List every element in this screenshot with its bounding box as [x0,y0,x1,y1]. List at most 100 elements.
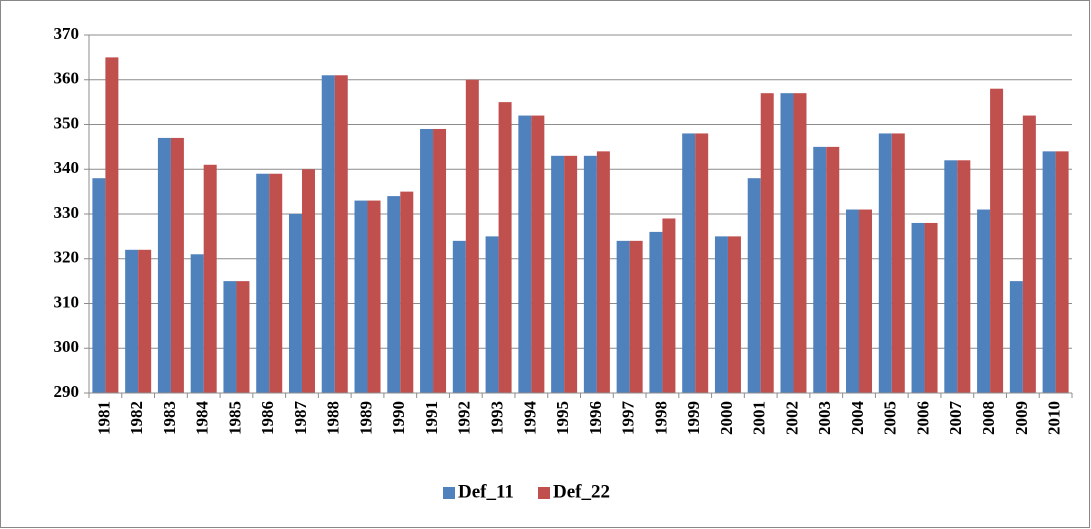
bar [433,128,447,393]
bar [367,200,381,393]
bar [583,155,597,393]
x-tick-label: 2009 [1012,401,1031,435]
y-tick-label: 320 [54,248,80,267]
bar [813,146,827,393]
y-tick-label: 360 [54,69,80,88]
x-tick-label: 2001 [750,401,769,435]
x-tick-label: 2007 [946,401,965,436]
x-tick-label: 2003 [815,401,834,435]
x-tick-label: 1990 [389,401,408,435]
x-tick-label: 2002 [782,401,801,435]
x-tick-label: 2008 [979,401,998,435]
bar [596,151,610,393]
legend-swatch [538,487,550,499]
x-tick-label: 1999 [684,401,703,435]
bar [990,88,1004,393]
bar [170,137,184,393]
x-tick-label: 1982 [127,401,146,435]
bar [518,115,532,394]
bar [236,281,250,393]
x-tick-label: 1988 [324,401,343,435]
bar [760,93,774,394]
x-tick-label: 1991 [422,401,441,435]
bar [616,240,630,393]
bar [465,79,479,393]
x-tick-label: 2010 [1045,401,1064,435]
bar [531,115,545,394]
x-tick-label: 2004 [848,401,867,436]
x-tick-label: 1997 [619,401,638,436]
bar [780,93,794,394]
bar [695,133,709,393]
bar [420,128,434,393]
bar [682,133,696,393]
bar [1055,151,1069,393]
y-tick-label: 340 [54,158,80,177]
bar [138,249,152,393]
y-tick-label: 370 [54,24,80,43]
legend-label: Def_11 [458,481,514,502]
bar [269,173,283,393]
x-tick-label: 1986 [258,401,277,435]
bar [223,281,237,393]
bar [551,155,565,393]
bar [1009,281,1023,393]
x-tick-label: 1985 [225,401,244,435]
x-tick-label: 1995 [553,401,572,435]
x-tick-label: 1983 [160,401,179,435]
legend-swatch [443,487,455,499]
bar [400,191,414,393]
bar [125,249,139,393]
x-tick-label: 1984 [193,401,212,436]
y-tick-label: 330 [54,203,80,222]
bar [714,236,728,393]
bar [891,133,905,393]
y-tick-label: 350 [54,113,80,132]
bar [334,75,348,394]
bar [793,93,807,394]
bar [846,209,860,393]
bar [92,178,106,393]
bar [1022,115,1036,394]
bar [301,169,315,393]
y-tick-label: 290 [54,382,80,401]
bar [878,133,892,393]
bar [452,240,466,393]
bar [256,173,270,393]
x-tick-label: 1992 [455,401,474,435]
x-tick-label: 1987 [291,401,310,436]
bar [911,222,925,393]
bar [288,214,302,393]
bar [826,146,840,393]
bar [190,254,204,393]
bar [747,178,761,393]
bar [157,137,171,393]
bar [498,102,512,393]
bar [727,236,741,393]
x-tick-label: 2000 [717,401,736,435]
legend-label: Def_22 [553,481,610,502]
bar [662,218,676,393]
bar [387,196,401,393]
y-tick-label: 310 [54,292,80,311]
x-tick-label: 1996 [586,401,605,435]
y-tick-label: 300 [54,337,80,356]
bar [859,209,873,393]
bar [977,209,991,393]
bar [649,231,663,393]
bar [944,160,958,393]
x-tick-label: 1994 [520,401,539,436]
x-tick-label: 2006 [913,401,932,435]
x-tick-label: 2005 [881,401,900,435]
x-tick-label: 1998 [651,401,670,435]
bar [629,240,643,393]
bar [203,164,217,393]
x-tick-label: 1993 [487,401,506,435]
bar [485,236,499,393]
bar [924,222,938,393]
bar [564,155,578,393]
bar [957,160,971,393]
bar [1042,151,1056,393]
bar [354,200,368,393]
